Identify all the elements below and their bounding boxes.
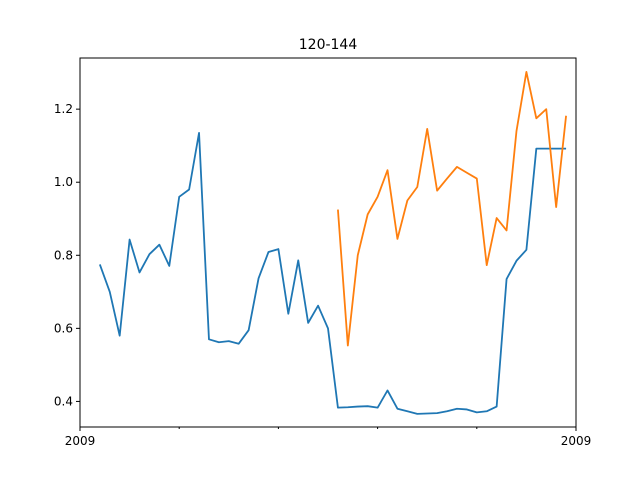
- x-tick-label: 2009: [65, 434, 96, 448]
- series-line-2: [337, 70, 567, 347]
- y-tick-label: 0.4: [54, 394, 73, 408]
- chart-title: 120-144: [299, 37, 358, 53]
- plot-area: [98, 70, 567, 415]
- x-tick-label: 2009: [561, 434, 592, 448]
- y-tick-label: 0.6: [54, 321, 73, 335]
- plot-frame: [79, 57, 577, 428]
- y-tick-label: 1.2: [54, 102, 73, 116]
- y-tick-label: 0.8: [54, 248, 73, 262]
- series-line-1: [98, 131, 567, 415]
- axes: 0.4 0.6 0.8 1.0 1.2 2009 2009: [54, 102, 591, 448]
- y-tick-label: 1.0: [54, 175, 73, 189]
